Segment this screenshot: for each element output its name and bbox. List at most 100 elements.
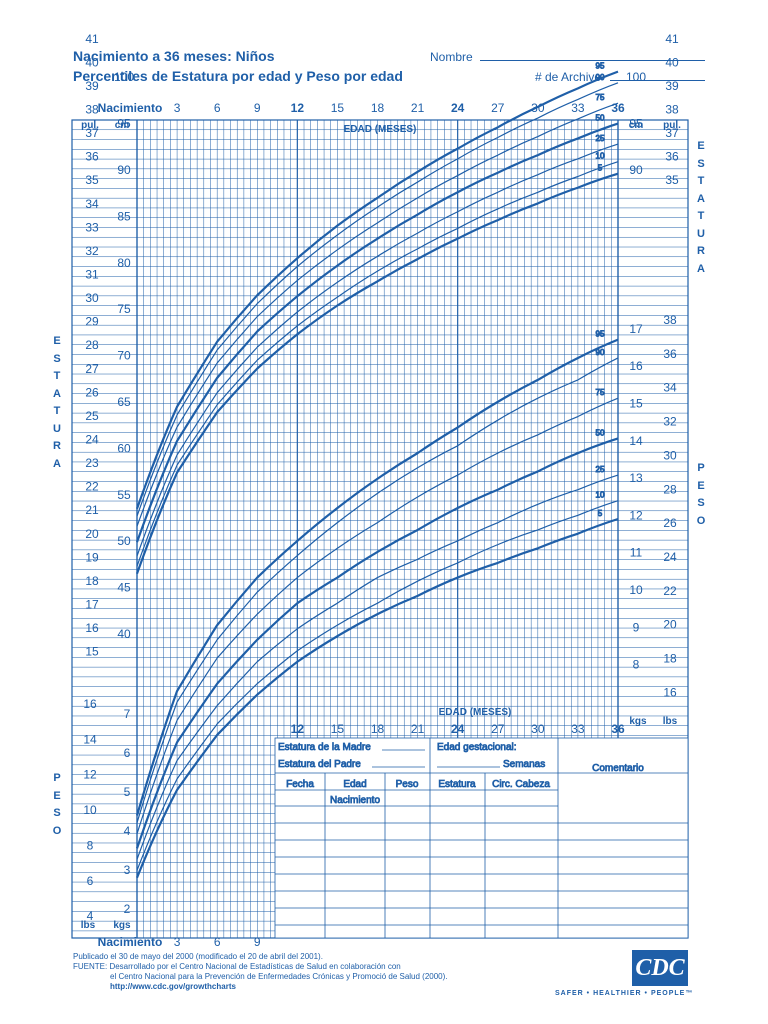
percentile-10-line (136, 161, 619, 567)
inch-tick-left: 18 (85, 574, 99, 588)
kg-tick-left: 7 (124, 707, 131, 721)
side-letter: U (53, 422, 61, 435)
side-letter: R (53, 440, 61, 452)
inch-tick-left: 28 (85, 338, 99, 352)
footer-source: FUENTE: Desarrollado por el Centro Nacio… (73, 962, 401, 971)
percentile-25-label: 25 (596, 465, 605, 474)
record-table: Estatura de la Madre Estatura del Padre Ed… (274, 737, 689, 939)
inch-tick-right: 41 (665, 32, 679, 46)
percentile-5-label: 5 (598, 509, 603, 518)
lb-tick-right: 32 (663, 415, 677, 429)
kg-tick-right: 12 (629, 508, 643, 522)
age-tick-mid: 27 (491, 722, 505, 736)
kg-tick-right: 8 (633, 658, 640, 672)
lb-tick-left: 12 (83, 768, 97, 782)
inch-tick-left: 25 (85, 409, 99, 423)
side-letter: A (697, 262, 705, 275)
percentile-50-label: 50 (596, 114, 605, 123)
chart-title: Nacimiento a 36 meses: Niños (73, 48, 275, 64)
pul-label-right: pul. (663, 120, 681, 131)
cm-tick-left: 65 (117, 395, 131, 409)
kg-tick-right: 16 (629, 359, 643, 373)
percentile-50-line (135, 122, 619, 543)
inch-tick-left: 24 (85, 432, 99, 446)
age-tick-top: 33 (571, 101, 585, 115)
lb-tick-right: 28 (663, 482, 677, 496)
inch-tick-left: 37 (85, 126, 99, 140)
inch-tick-left: 39 (85, 79, 99, 93)
inch-tick-right: 36 (665, 150, 679, 164)
side-letter: T (53, 370, 61, 382)
age-tick-top: 9 (254, 101, 261, 115)
inch-tick-right: 38 (665, 102, 679, 116)
inch-tick-left: 16 (85, 621, 99, 635)
lb-tick-right: 24 (663, 550, 677, 564)
percentile-25-label: 25 (596, 134, 605, 143)
inch-tick-left: 30 (85, 291, 99, 305)
side-letter: O (696, 514, 706, 527)
percentile-10-label: 10 (596, 491, 605, 500)
age-tick-top: 36 (611, 101, 625, 115)
footer-url[interactable]: http://www.cdc.gov/growthcharts (110, 982, 236, 991)
column-header: Fecha (286, 779, 314, 790)
weight-curves: 95 90 75 50 25 10 5 (135, 329, 619, 879)
inch-tick-left: 31 (85, 267, 99, 281)
age-tick-mid: 33 (571, 722, 585, 736)
kgs-label-left: kgs (113, 920, 131, 931)
cm-tick-left: 70 (117, 349, 131, 363)
lb-tick-left: 16 (83, 697, 97, 711)
cm-tick-right: 95 (629, 117, 643, 131)
percentile-90-line (136, 357, 619, 823)
lb-tick-right: 36 (663, 347, 677, 361)
inch-tick-right: 39 (665, 79, 679, 93)
percentile-5-line (135, 517, 619, 879)
age-tick-mid: 36 (611, 722, 625, 736)
side-letter: P (53, 772, 61, 784)
cm-label-right: cm (629, 120, 644, 131)
inch-tick-left: 36 (85, 150, 99, 164)
cm-tick-right: 90 (629, 163, 643, 177)
percentile-10-label: 10 (596, 152, 605, 161)
percentile-75-line (136, 102, 619, 527)
edad-subheader: Nacimiento (330, 795, 380, 806)
cm-tick-left: 55 (117, 488, 131, 502)
gest-age-label: Edad gestacional: (437, 742, 517, 753)
age-tick-top: 12 (291, 101, 305, 115)
lb-tick-right: 38 (663, 313, 677, 327)
column-header: Circ. Cabeza (492, 779, 550, 790)
side-letter: T (697, 210, 705, 222)
lb-tick-left: 14 (83, 732, 97, 746)
percentile-90-line (136, 82, 619, 517)
cm-tick-left: 45 (117, 581, 131, 595)
lb-tick-right: 34 (663, 381, 677, 395)
side-letter: E (697, 140, 705, 152)
side-letter: A (53, 457, 61, 470)
kg-tick-right: 15 (629, 397, 643, 411)
cm-tick-left: 95 (117, 117, 131, 131)
age-tick-top: 21 (411, 101, 425, 115)
inch-tick-right: 37 (665, 126, 679, 140)
inch-tick-right: 35 (665, 173, 679, 187)
kgs-label-right: kgs (629, 716, 647, 727)
side-letter: S (53, 352, 61, 365)
name-field[interactable] (480, 60, 705, 61)
lb-tick-right: 20 (663, 618, 677, 632)
column-header: Estatura (438, 779, 476, 790)
side-letter: P (697, 462, 705, 474)
record-field[interactable] (610, 80, 705, 81)
side-letter: U (697, 227, 705, 240)
age-tick-top: 24 (451, 101, 465, 115)
kg-tick-left: 5 (124, 785, 131, 799)
percentile-25-line (136, 474, 619, 860)
percentile-95-label: 95 (596, 330, 605, 339)
percentile-50-label: 50 (596, 428, 605, 437)
inch-tick-left: 41 (85, 32, 99, 46)
kg-tick-right: 14 (629, 434, 643, 448)
inch-tick-left: 20 (85, 527, 99, 541)
inch-tick-left: 38 (85, 102, 99, 116)
inch-tick-left: 35 (85, 173, 99, 187)
percentile-50-line (135, 437, 619, 849)
inch-tick-left: 32 (85, 244, 99, 258)
